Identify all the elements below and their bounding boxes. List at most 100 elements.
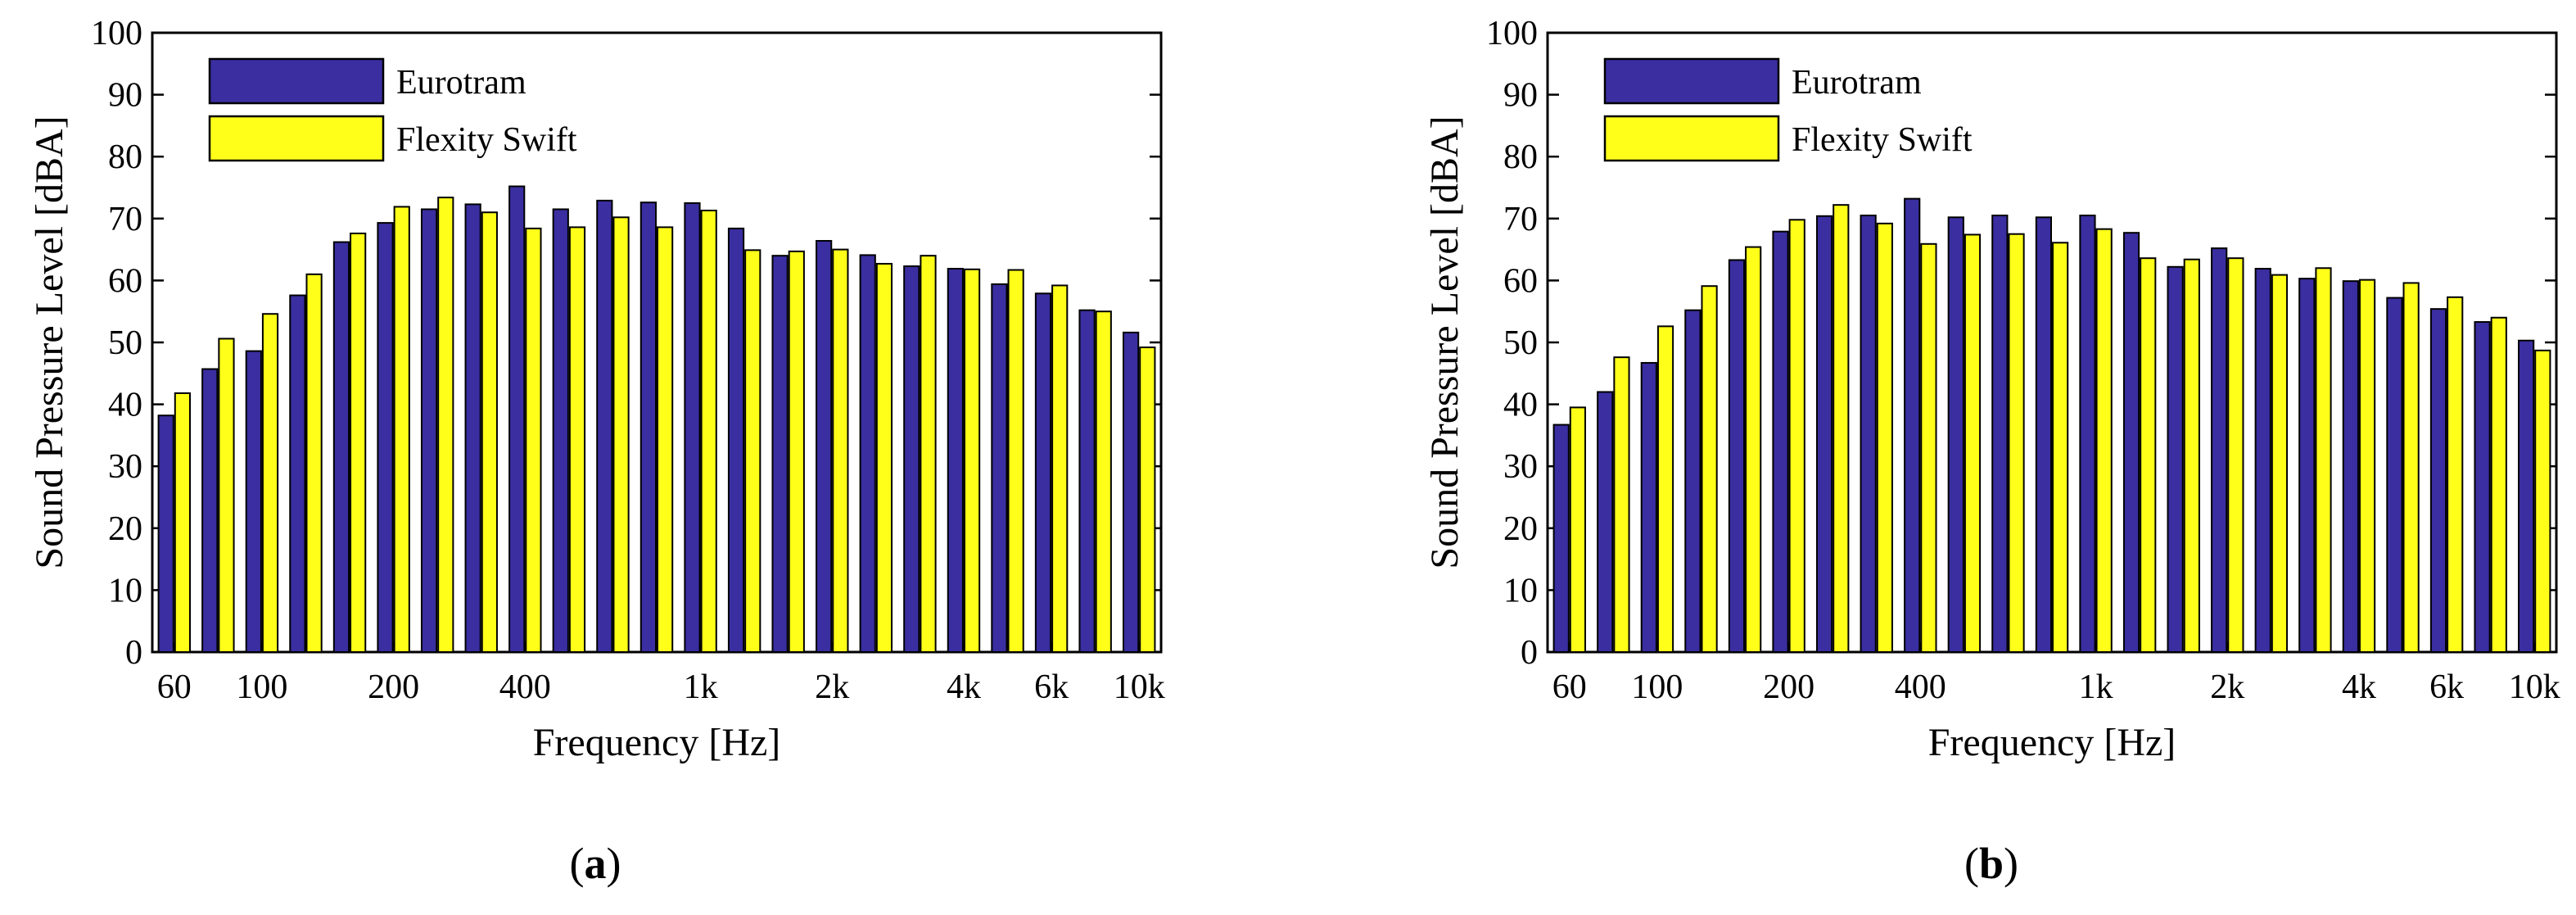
bar-eurotram-200 — [377, 222, 394, 654]
bar-flexity-swift-400 — [525, 227, 542, 653]
bar-flexity-swift-1.6k — [788, 250, 805, 653]
bar-flexity-swift-5k — [2402, 282, 2420, 653]
bar-eurotram-63 — [157, 414, 174, 653]
bar-eurotram-10k — [2518, 339, 2535, 653]
bar-flexity-swift-80 — [1613, 356, 1630, 653]
bar-flexity-swift-10k — [1139, 347, 1156, 653]
x-tick-label: 60 — [157, 668, 192, 706]
bar-eurotram-6.3k — [1034, 292, 1052, 653]
bar-eurotram-315 — [464, 203, 481, 654]
bar-flexity-swift-2k — [832, 248, 849, 653]
bar-flexity-swift-250 — [1833, 204, 1850, 653]
y-tick-label: 80 — [1503, 138, 1538, 176]
bar-eurotram-160 — [1728, 259, 1746, 653]
bar-eurotram-2.5k — [859, 254, 876, 653]
bar-eurotram-10k — [1123, 331, 1140, 653]
legend-swatch-flexity-swift — [208, 115, 385, 162]
bar-eurotram-1.6k — [771, 255, 789, 653]
bar-eurotram-100 — [1640, 361, 1657, 653]
bar-eurotram-3.15k — [903, 265, 920, 653]
bar-eurotram-800 — [2035, 216, 2053, 653]
y-tick-label: 80 — [108, 138, 142, 176]
bar-eurotram-2.5k — [2254, 268, 2271, 653]
bar-eurotram-5k — [2386, 297, 2403, 653]
bar-eurotram-125 — [1684, 309, 1702, 653]
bar-eurotram-63 — [1552, 424, 1570, 653]
bar-flexity-swift-8k — [2490, 316, 2507, 653]
panel-label: (a) — [570, 839, 621, 888]
bar-eurotram-5k — [991, 283, 1008, 653]
panel-label: (b) — [1964, 839, 2018, 888]
y-tick-label: 100 — [1486, 15, 1538, 52]
bar-flexity-swift-63 — [1569, 406, 1586, 653]
bar-eurotram-4k — [947, 268, 964, 653]
bar-eurotram-8k — [2474, 321, 2491, 653]
bar-eurotram-100 — [245, 350, 262, 653]
y-tick-label: 0 — [125, 634, 142, 672]
y-tick-label: 60 — [1503, 262, 1538, 300]
bar-eurotram-2k — [2211, 247, 2228, 653]
bar-eurotram-1.6k — [2167, 265, 2184, 653]
bar-flexity-swift-250 — [437, 197, 454, 653]
bar-eurotram-315 — [1860, 215, 1877, 653]
bar-eurotram-500 — [1947, 216, 1964, 653]
bar-flexity-swift-4k — [2358, 279, 2376, 653]
bar-eurotram-3.15k — [2298, 278, 2316, 653]
bar-flexity-swift-1.25k — [744, 249, 762, 653]
bar-eurotram-630 — [1991, 215, 2009, 653]
y-tick-label: 70 — [1503, 201, 1538, 238]
bar-flexity-swift-500 — [1964, 233, 1982, 653]
bar-flexity-swift-63 — [174, 392, 191, 653]
x-tick-label: 6k — [1034, 668, 1069, 706]
y-tick-label: 30 — [108, 448, 142, 486]
bar-eurotram-80 — [201, 368, 219, 653]
legend-label-eurotram: Eurotram — [1792, 64, 1922, 102]
bar-flexity-swift-315 — [1876, 222, 1893, 653]
y-tick-label: 40 — [108, 387, 142, 424]
legend-label-flexity-swift: Flexity Swift — [1792, 121, 1973, 159]
bar-flexity-swift-80 — [218, 337, 235, 653]
bar-flexity-swift-8k — [1095, 310, 1112, 653]
y-tick-label: 40 — [1503, 387, 1538, 424]
y-tick-label: 50 — [1503, 324, 1538, 362]
bar-flexity-swift-200 — [1788, 219, 1805, 653]
bar-eurotram-80 — [1597, 391, 1614, 653]
bar-eurotram-1.25k — [727, 227, 745, 653]
x-tick-label: 10k — [2509, 668, 2560, 706]
bar-flexity-swift-3.15k — [920, 255, 937, 653]
legend-label-eurotram: Eurotram — [396, 64, 526, 102]
x-tick-label: 200 — [1763, 668, 1814, 706]
bar-flexity-swift-2.5k — [875, 262, 893, 653]
y-tick-label: 100 — [91, 15, 142, 52]
bar-eurotram-2k — [816, 240, 833, 653]
y-tick-label: 20 — [108, 510, 142, 548]
bar-eurotram-125 — [289, 294, 306, 653]
bar-flexity-swift-800 — [657, 226, 674, 654]
y-tick-label: 20 — [1503, 510, 1538, 548]
bar-flexity-swift-100 — [261, 313, 279, 653]
bar-flexity-swift-125 — [1701, 285, 1718, 653]
x-tick-label: 60 — [1552, 668, 1587, 706]
legend: Eurotram Flexity Swift — [208, 57, 577, 162]
bar-flexity-swift-2.5k — [2271, 274, 2289, 653]
legend-label-flexity-swift: Flexity Swift — [396, 121, 577, 159]
y-tick-label: 70 — [108, 201, 142, 238]
x-tick-label: 1k — [684, 668, 718, 706]
y-tick-label: 10 — [108, 572, 142, 609]
bar-flexity-swift-3.15k — [2315, 267, 2332, 653]
bar-eurotram-250 — [1815, 215, 1833, 653]
x-tick-label: 1k — [2079, 668, 2113, 706]
bar-flexity-swift-6.3k — [2447, 296, 2464, 653]
y-axis-title: Sound Pressure Level [dBA] — [1423, 116, 1467, 568]
bar-flexity-swift-800 — [2052, 242, 2069, 653]
y-tick-label: 90 — [108, 77, 142, 115]
legend-swatch-eurotram — [1603, 57, 1780, 105]
bar-flexity-swift-160 — [350, 232, 367, 653]
bar-eurotram-8k — [1078, 309, 1096, 653]
y-axis-title: Sound Pressure Level [dBA] — [28, 116, 71, 568]
legend-swatch-flexity-swift — [1603, 115, 1780, 162]
y-tick-label: 50 — [108, 324, 142, 362]
chart-panel-b: 0 10 20 30 40 50 60 70 80 90 100 60 100 200 400 1k 2k 4k 6… — [1423, 15, 2560, 888]
bar-flexity-swift-1.25k — [2140, 257, 2157, 653]
